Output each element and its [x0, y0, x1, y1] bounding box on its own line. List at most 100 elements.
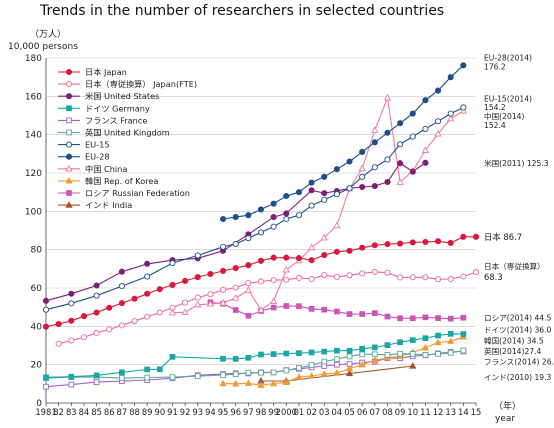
data-point-uk-2007	[371, 351, 378, 358]
data-point-ru-2009	[397, 315, 403, 322]
data-point-eu28-1999	[270, 200, 277, 207]
y-tick-label-180: 180	[25, 54, 42, 64]
data-point-cn-2003	[320, 233, 328, 241]
data-point-uk-1987	[119, 375, 125, 381]
data-point-eu15-1993	[194, 252, 201, 259]
end-label-6: 米国(2011) 125.3	[484, 158, 549, 168]
end-label-15: インド(2010) 19.3	[484, 373, 552, 382]
data-point-jp_fte-1998	[257, 278, 265, 285]
data-point-eu28-2005	[346, 158, 353, 165]
data-point-eu28-2009	[397, 120, 404, 127]
data-point-jp_fte-2014	[460, 273, 467, 280]
data-point-jp_fte-2001	[295, 274, 302, 281]
legend-item-uk: 英国 United Kingdom	[58, 128, 170, 138]
series-line-eu28	[223, 64, 464, 220]
data-point-ru-2005	[346, 311, 353, 317]
legend-swatch-marker	[65, 68, 73, 76]
x-tick-label-06: 06	[357, 407, 368, 417]
data-point-eu15-2001	[295, 212, 302, 219]
x-tick-label-95: 95	[218, 407, 229, 417]
data-point-cn-1996	[232, 294, 240, 301]
data-point-jp-1983	[68, 317, 75, 324]
y-tick-label-60: 60	[31, 284, 43, 294]
data-point-eu28-2001	[295, 189, 302, 196]
data-point-us-1983	[68, 290, 75, 297]
data-point-kr-2013	[447, 337, 455, 344]
series-line-kr	[223, 336, 464, 386]
data-point-kr-1996	[232, 379, 240, 387]
end-label-4: 中国(2014)	[484, 111, 524, 121]
legend-label: EU-28	[85, 152, 110, 162]
data-point-ru-1999	[270, 304, 277, 311]
data-point-uk-2004	[334, 356, 340, 362]
data-point-de-2012	[435, 332, 441, 339]
legend-item-fr: フランス France	[58, 115, 147, 125]
data-point-jp-1994	[207, 270, 214, 278]
y-unit-label: 10,000 persons	[8, 42, 78, 52]
data-point-jp-2014	[460, 233, 467, 240]
legend-swatch-marker	[66, 105, 72, 112]
legend-label: 米国 United States	[85, 91, 159, 101]
data-point-eu15-2004	[333, 191, 340, 198]
data-point-de-2009	[397, 339, 403, 346]
data-point-fr-1983	[68, 381, 75, 388]
data-point-de-1981	[43, 374, 49, 381]
data-point-jp-1999	[270, 254, 277, 261]
data-point-in-2005	[345, 369, 354, 377]
legend-label: ドイツ Germany	[85, 103, 150, 113]
y-unit-ja: （万人）	[30, 29, 66, 40]
data-point-jp_fte-2013	[447, 275, 454, 283]
series-kr	[219, 332, 468, 388]
legend-item-de: ドイツ Germany	[58, 103, 150, 113]
data-point-uk-1993	[194, 373, 201, 380]
legend-item-kr: 韓国 Rep. of Korea	[58, 176, 158, 186]
data-point-eu15-1981	[42, 306, 50, 313]
end-label-14: フランス(2014) 26.9	[484, 358, 554, 367]
data-point-eu15-1985	[93, 292, 100, 299]
data-point-eu28-2003	[321, 173, 328, 180]
y-tick-label-120: 120	[25, 169, 42, 179]
data-point-de-1983	[68, 373, 75, 380]
data-point-kr-2000	[282, 378, 290, 385]
x-tick-label-15: 15	[471, 407, 482, 417]
data-point-ru-2012	[435, 315, 441, 321]
series-line-jp_fte	[58, 271, 477, 345]
data-point-jp_fte-2008	[384, 269, 391, 276]
legend-swatch-marker	[65, 201, 73, 208]
legend-item-jp_fte: 日本（専従換算） Japan(FTE)	[58, 79, 197, 89]
data-point-uk-2001	[296, 365, 302, 371]
x-tick-label-11: 11	[420, 407, 431, 417]
data-point-jp-1991	[169, 281, 176, 288]
series-uk	[43, 347, 467, 381]
data-point-eu28-1998	[257, 206, 265, 213]
x-tick-label-97: 97	[243, 407, 254, 417]
data-point-jp_fte-1996	[232, 284, 239, 291]
data-point-jp-1992	[182, 277, 189, 284]
data-point-jp_fte-2012	[435, 276, 442, 283]
legend-swatch-marker	[65, 153, 73, 160]
data-point-uk-2009	[397, 350, 403, 357]
data-point-jp_fte-2007	[371, 268, 378, 275]
data-point-uk-2011	[422, 352, 429, 358]
data-point-us-2006	[359, 183, 366, 191]
x-tick-label-82: 82	[53, 407, 64, 417]
data-point-de-2011	[422, 335, 429, 342]
data-point-de-2006	[359, 345, 366, 352]
end-label-10: ロシア(2014) 44.5	[484, 314, 552, 323]
data-point-eu15-1999	[270, 223, 277, 230]
end-label-0: EU-28(2014)	[484, 53, 532, 62]
end-label-9: 68.3	[484, 272, 503, 282]
data-point-us-2010	[409, 168, 416, 175]
series-ru	[207, 299, 467, 322]
data-point-kr-2007	[371, 356, 379, 364]
data-point-de-2000	[283, 350, 290, 357]
legend-item-eu28: EU-28	[58, 152, 110, 162]
data-point-de-1997	[245, 354, 252, 361]
end-label-7: 日本 86.7	[484, 232, 522, 242]
data-point-eu15-2002	[308, 202, 315, 209]
data-point-uk-1995	[220, 372, 226, 378]
data-point-de-2002	[308, 349, 315, 356]
legend-item-jp: 日本 Japan	[58, 67, 127, 77]
legend-label: 韓国 Rep. of Korea	[85, 176, 158, 186]
